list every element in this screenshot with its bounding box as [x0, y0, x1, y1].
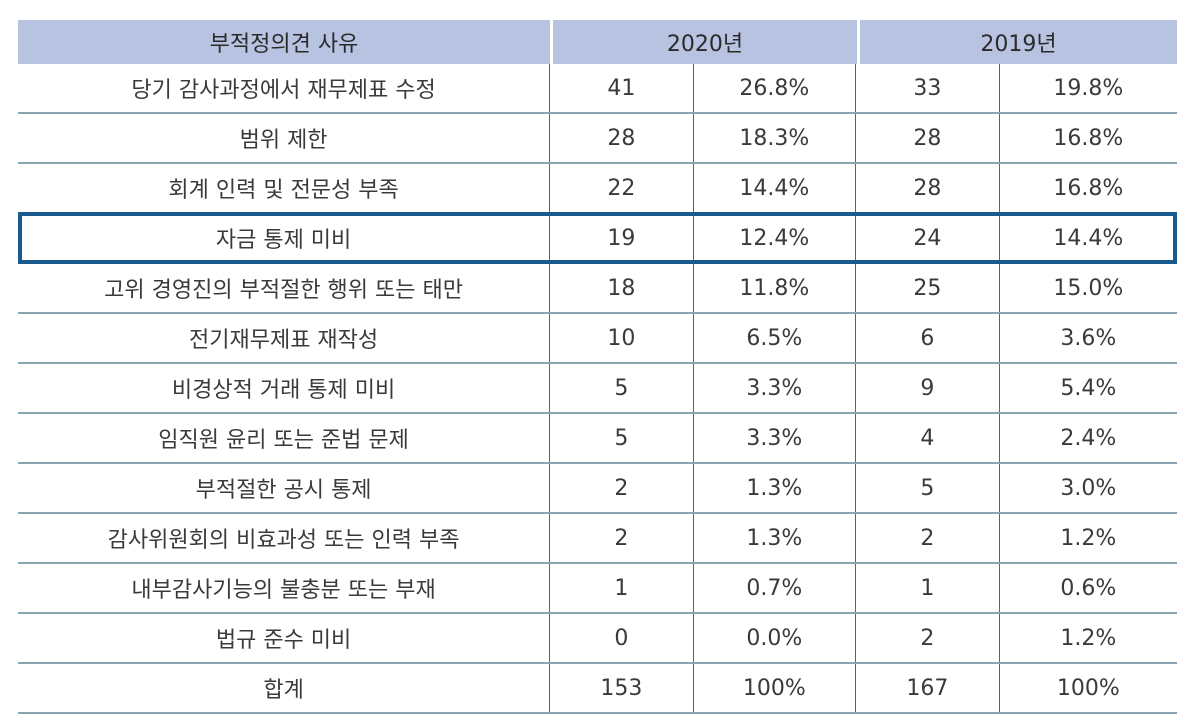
table-row: 합계 153 100% 167 100% — [18, 664, 1177, 714]
table-row: 부적절한 공시 통제 2 1.3% 5 3.0% — [18, 464, 1177, 514]
reason-cell: 회계 인력 및 전문성 부족 — [18, 164, 551, 212]
count-2020-cell: 2 — [550, 514, 694, 562]
count-2019-cell: 4 — [856, 414, 1000, 462]
count-2020-cell: 2 — [550, 464, 694, 512]
pct-2020-cell: 1.3% — [694, 464, 857, 512]
count-2020-cell: 5 — [550, 414, 694, 462]
pct-2020-cell: 100% — [694, 664, 857, 712]
pct-2019-cell: 15.0% — [1053, 275, 1124, 301]
pct-2019-cell: 100% — [1056, 675, 1120, 701]
table-row: 고위 경영진의 부적절한 행위 또는 태만 18 11.8% 25 15.0% — [18, 264, 1177, 314]
count-2020-cell: 5 — [550, 364, 694, 412]
adverse-opinion-reasons-table: 부적정의견 사유 2020년 2019년 당기 감사과정에서 재무제표 수정 41… — [18, 20, 1177, 714]
table-row: 법규 준수 미비 0 0.0% 2 1.2% — [18, 614, 1177, 664]
count-2020-cell: 28 — [550, 114, 694, 162]
table-row-highlighted: 자금 통제 미비 19 12.4% 24 14.4% — [18, 212, 1177, 264]
pct-2019-cell: 3.6% — [1060, 325, 1117, 351]
pct-2019-cell: 5.4% — [1060, 375, 1117, 401]
pct-2020-cell: 12.4% — [694, 214, 857, 262]
count-2020-cell: 41 — [550, 64, 694, 112]
count-2020-cell: 18 — [550, 264, 694, 312]
count-2020-cell: 10 — [550, 314, 694, 362]
reason-cell: 고위 경영진의 부적절한 행위 또는 태만 — [18, 264, 551, 312]
table-body: 당기 감사과정에서 재무제표 수정 41 26.8% 33 19.8% 범위 제한 28 18… — [18, 64, 1177, 714]
count-2019-cell: 33 — [856, 64, 1000, 112]
table-row: 비경상적 거래 통제 미비 5 3.3% 9 5.4% — [18, 364, 1177, 414]
pct-2019-cell: 16.8% — [1053, 125, 1124, 151]
pct-2020-cell: 18.3% — [694, 114, 857, 162]
table-row: 내부감사기능의 불충분 또는 부재 1 0.7% 1 0.6% — [18, 564, 1177, 614]
count-2020-cell: 1 — [550, 564, 694, 612]
count-2020-cell: 19 — [550, 214, 694, 262]
table-row: 임직원 윤리 또는 준법 문제 5 3.3% 4 2.4% — [18, 414, 1177, 464]
count-2019-cell: 28 — [856, 114, 1000, 162]
count-2019-cell: 2 — [856, 614, 1000, 662]
table-row: 회계 인력 및 전문성 부족 22 14.4% 28 16.8% — [18, 164, 1177, 214]
reason-cell: 합계 — [18, 664, 551, 712]
header-2019: 2019년 — [860, 20, 1177, 64]
pct-2019-cell: 19.8% — [1053, 75, 1124, 101]
pct-2019-cell: 1.2% — [1060, 525, 1117, 551]
pct-2019-cell: 2.4% — [1060, 425, 1117, 451]
count-2019-cell: 25 — [856, 264, 1000, 312]
pct-2020-cell: 1.3% — [694, 514, 857, 562]
pct-2019-cell: 16.8% — [1053, 175, 1124, 201]
count-2020-cell: 22 — [550, 164, 694, 212]
count-2019-cell: 5 — [856, 464, 1000, 512]
count-2019-cell: 2 — [856, 514, 1000, 562]
reason-cell: 법규 준수 미비 — [18, 614, 551, 662]
table-header: 부적정의견 사유 2020년 2019년 — [18, 20, 1177, 64]
pct-2019-cell: 3.0% — [1060, 475, 1117, 501]
count-2019-cell: 6 — [856, 314, 1000, 362]
pct-2020-cell: 3.3% — [694, 414, 857, 462]
pct-2020-cell: 14.4% — [694, 164, 857, 212]
pct-2019-cell: 1.2% — [1060, 625, 1117, 651]
pct-2020-cell: 26.8% — [694, 64, 857, 112]
header-2020: 2020년 — [553, 20, 857, 64]
table-row: 감사위원회의 비효과성 또는 인력 부족 2 1.3% 2 1.2% — [18, 514, 1177, 564]
table-row: 범위 제한 28 18.3% 28 16.8% — [18, 114, 1177, 164]
reason-cell: 부적절한 공시 통제 — [18, 464, 551, 512]
count-2019-cell: 28 — [856, 164, 1000, 212]
reason-cell: 내부감사기능의 불충분 또는 부재 — [18, 564, 551, 612]
count-2019-cell: 167 — [856, 664, 1000, 712]
reason-cell: 범위 제한 — [18, 114, 551, 162]
count-2019-cell: 1 — [856, 564, 1000, 612]
pct-2020-cell: 3.3% — [694, 364, 857, 412]
reason-cell: 임직원 윤리 또는 준법 문제 — [18, 414, 551, 462]
pct-2019-cell: 14.4% — [1053, 225, 1124, 251]
reason-cell: 감사위원회의 비효과성 또는 인력 부족 — [18, 514, 551, 562]
table-row: 당기 감사과정에서 재무제표 수정 41 26.8% 33 19.8% — [18, 64, 1177, 114]
pct-2020-cell: 0.0% — [694, 614, 857, 662]
reason-cell: 비경상적 거래 통제 미비 — [18, 364, 551, 412]
reason-cell: 자금 통제 미비 — [18, 214, 551, 262]
pct-2020-cell: 11.8% — [694, 264, 857, 312]
header-reason: 부적정의견 사유 — [18, 20, 550, 64]
count-2019-cell: 24 — [856, 214, 1000, 262]
count-2020-cell: 153 — [550, 664, 694, 712]
reason-cell: 당기 감사과정에서 재무제표 수정 — [18, 64, 551, 112]
reason-cell: 전기재무제표 재작성 — [18, 314, 551, 362]
table-row: 전기재무제표 재작성 10 6.5% 6 3.6% — [18, 314, 1177, 364]
pct-2019-cell: 0.6% — [1060, 575, 1117, 601]
count-2019-cell: 9 — [856, 364, 1000, 412]
pct-2020-cell: 0.7% — [694, 564, 857, 612]
pct-2020-cell: 6.5% — [694, 314, 857, 362]
count-2020-cell: 0 — [550, 614, 694, 662]
